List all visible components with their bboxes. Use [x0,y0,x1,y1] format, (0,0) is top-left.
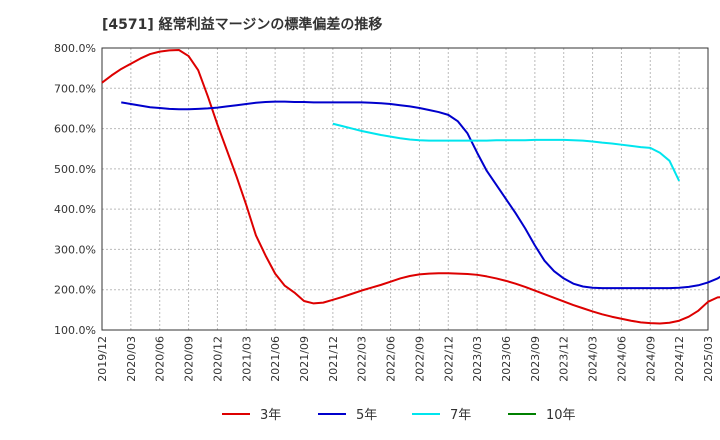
x-tick-label: 2021/09 [298,336,311,382]
legend-label: 5年 [356,408,377,423]
series-line-1 [101,49,720,325]
x-tick-label: 2021/12 [327,336,340,382]
y-tick-label: 400.0% [54,203,96,216]
y-tick-label: 700.0% [54,82,96,95]
x-tick-label: 2021/06 [269,336,282,382]
x-tick-label: 2025/03 [702,336,715,382]
x-tick-label: 2022/12 [442,336,455,382]
x-tick-label: 2023/12 [558,336,571,382]
x-tick-label: 2023/06 [500,336,513,382]
x-tick-label: 2020/09 [183,336,196,382]
x-tick-label: 2020/03 [125,336,138,382]
y-tick-label: 100.0% [54,324,96,337]
legend: 3年 5年 7年 10年 [222,408,576,423]
x-tick-label: 2022/03 [356,336,369,382]
plot-background [102,48,708,330]
y-tick-label: 600.0% [54,123,96,136]
x-tick-label: 2022/06 [385,336,398,382]
legend-label: 3年 [260,408,281,423]
x-tick-label: 2020/06 [154,336,167,382]
plot-border [101,47,709,331]
x-tick-label: 2024/12 [673,336,686,382]
x-tick-label: 2024/03 [587,336,600,382]
series-line-3 [332,122,681,182]
chart-title: [4571] 経常利益マージンの標準偏差の推移 [102,16,382,33]
x-tick-label: 2023/09 [529,336,542,382]
x-tick-label: 2022/09 [413,336,426,382]
x-tick-label: 2019/12 [96,336,109,382]
legend-label: 10年 [546,408,576,423]
legend-label: 7年 [450,408,471,423]
x-tick-label: 2024/06 [615,336,628,382]
y-tick-label: 800.0% [54,42,96,55]
x-tick-label: 2021/03 [240,336,253,382]
series-line-2 [121,100,720,290]
x-tick-label: 2020/12 [211,336,224,382]
plot-area: 100.0% 200.0% 300.0% 400.0% 500.0% 600.0% 700.… [54,42,720,382]
y-tick-label: 500.0% [54,163,96,176]
x-tick-label: 2023/03 [471,336,484,382]
y-tick-label: 200.0% [54,284,96,297]
x-tick-label: 2024/09 [644,336,657,382]
y-tick-label: 300.0% [54,243,96,256]
